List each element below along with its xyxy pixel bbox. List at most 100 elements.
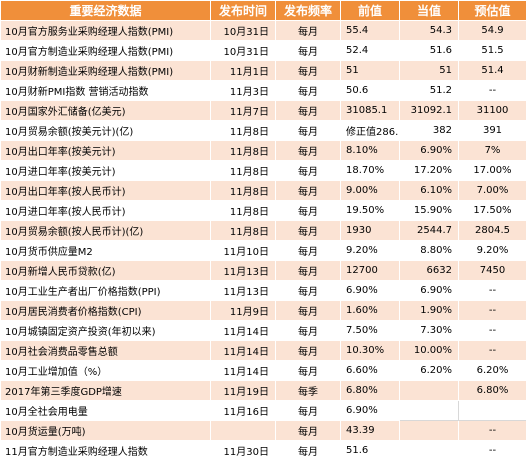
previous-cell: 6.80% [340,380,400,401]
actual-cell: 17.20% [399,160,459,181]
table-row: 10月进口年率(按人民币计) 11月8日 每月 19.50% 15.90% 17.50% [0,200,526,221]
actual-cell [399,380,459,401]
indicator-cell: 2017年第三季度GDP增速 [0,380,211,401]
previous-cell: 6.90% [340,400,400,421]
actual-cell: 15.90% [399,200,459,221]
indicator-cell: 10月全社会用电量 [0,400,211,421]
forecast-cell: -- [458,320,526,341]
release-date-cell: 11月8日 [210,160,276,181]
frequency-cell: 每月 [275,80,341,101]
actual-cell: 6.20% [399,360,459,381]
frequency-cell: 每月 [275,220,341,241]
frequency-cell: 每月 [275,20,341,41]
previous-cell: 50.6 [340,80,400,101]
header-frequency: 发布频率 [275,0,341,21]
header-release-date: 发布时间 [210,0,276,21]
table-row: 10月城镇固定资产投资(年初以来) 11月14日 每月 7.50% 7.30% -- [0,320,526,341]
indicator-cell: 10月城镇固定资产投资(年初以来) [0,320,211,341]
release-date-cell: 11月8日 [210,180,276,201]
release-date-cell: 11月19日 [210,380,276,401]
previous-cell: 31085.1 [340,100,400,121]
actual-cell: 51.2 [399,80,459,101]
table-row: 10月出口年率(按美元计) 11月8日 每月 8.10% 6.90% 7% [0,140,526,161]
previous-cell: 1.60% [340,300,400,321]
previous-cell: 18.70% [340,160,400,181]
release-date-cell: 11月9日 [210,300,276,321]
indicator-cell: 10月新增人民币贷款(亿) [0,260,211,281]
indicator-cell: 10月居民消费者价格指数(CPI) [0,300,211,321]
indicator-cell: 10月国家外汇储备(亿美元) [0,100,211,121]
previous-cell: 19.50% [340,200,400,221]
indicator-cell: 10月贸易余额(按人民币计)(亿) [0,220,211,241]
frequency-cell: 每月 [275,120,341,141]
header-forecast: 预估值 [458,0,526,21]
indicator-cell: 10月货币供应量M2 [0,240,211,261]
table-row: 10月货币供应量M2 11月10日 每月 9.20% 8.80% 9.20% [0,240,526,261]
frequency-cell: 每月 [275,240,341,261]
indicator-cell: 10月进口年率(按人民币计) [0,200,211,221]
release-date-cell: 11月8日 [210,220,276,241]
indicator-cell: 10月财新制造业采购经理人指数(PMI) [0,60,211,81]
actual-cell: 6.10% [399,180,459,201]
previous-cell: 12700 [340,260,400,281]
forecast-cell: 2804.5 [458,220,526,241]
release-date-cell: 11月3日 [210,80,276,101]
previous-cell: 修正值286.1 [340,120,400,141]
table-row: 10月贸易余额(按美元计)(亿) 11月8日 每月 修正值286.1 382 391 [0,120,526,141]
frequency-cell: 每月 [275,100,341,121]
forecast-cell: -- [458,280,526,301]
previous-cell: 43.39 [340,420,400,441]
previous-cell: 52.4 [340,40,400,61]
table-row: 10月国家外汇储备(亿美元) 11月7日 每月 31085.1 31092.1 31100 [0,100,526,121]
frequency-cell: 每月 [275,200,341,221]
forecast-cell: 6.20% [458,360,526,381]
indicator-cell: 10月工业生产者出厂价格指数(PPI) [0,280,211,301]
release-date-cell: 11月30日 [210,440,276,461]
table-row: 10月货运量(万吨) 每月 43.39 -- [0,420,526,441]
actual-cell: 8.80% [399,240,459,261]
header-previous: 前值 [340,0,400,21]
indicator-cell: 10月货运量(万吨) [0,420,211,441]
release-date-cell: 11月14日 [210,320,276,341]
forecast-cell: 7.00% [458,180,526,201]
forecast-cell: 7% [458,140,526,161]
forecast-cell [458,400,526,421]
release-date-cell: 11月10日 [210,240,276,261]
forecast-cell: 391 [458,120,526,141]
indicator-cell: 10月出口年率(按人民币计) [0,180,211,201]
indicator-cell: 10月社会消费品零售总额 [0,340,211,361]
frequency-cell: 每月 [275,360,341,381]
table-row: 10月进口年率(按美元计) 11月8日 每月 18.70% 17.20% 17.00% [0,160,526,181]
actual-cell [399,440,459,461]
frequency-cell: 每月 [275,180,341,201]
table-row: 10月贸易余额(按人民币计)(亿) 11月8日 每月 1930 2544.7 2804.5 [0,220,526,241]
indicator-cell: 10月贸易余额(按美元计)(亿) [0,120,211,141]
release-date-cell: 11月8日 [210,140,276,161]
frequency-cell: 每月 [275,280,341,301]
table-row: 10月社会消费品零售总额 11月14日 每月 10.30% 10.00% -- [0,340,526,361]
frequency-cell: 每月 [275,340,341,361]
previous-cell: 7.50% [340,320,400,341]
actual-cell: 51 [399,60,459,81]
table-row: 2017年第三季度GDP增速 11月19日 每季 6.80% 6.80% [0,380,526,401]
previous-cell: 51.6 [340,440,400,461]
table-row: 10月工业增加值（%） 11月14日 每月 6.60% 6.20% 6.20% [0,360,526,381]
release-date-cell: 10月31日 [210,40,276,61]
indicator-cell: 10月进口年率(按美元计) [0,160,211,181]
table-row: 10月官方制造业采购经理人指数(PMI) 10月31日 每月 52.4 51.6 51.5 [0,40,526,61]
release-date-cell: 11月8日 [210,200,276,221]
previous-cell: 51 [340,60,400,81]
forecast-cell: 31100 [458,100,526,121]
table-row: 10月财新PMI指数 营销活动指数 11月3日 每月 50.6 51.2 -- [0,80,526,101]
previous-cell: 55.4 [340,20,400,41]
frequency-cell: 每月 [275,320,341,341]
frequency-cell: 每季 [275,380,341,401]
frequency-cell: 每月 [275,160,341,181]
indicator-cell: 10月财新PMI指数 营销活动指数 [0,80,211,101]
actual-cell: 1.90% [399,300,459,321]
table-row: 10月财新制造业采购经理人指数(PMI) 11月1日 每月 51 51 51.4 [0,60,526,81]
forecast-cell: 51.5 [458,40,526,61]
forecast-cell: 51.4 [458,60,526,81]
indicator-cell: 10月出口年率(按美元计) [0,140,211,161]
actual-cell [399,400,459,421]
